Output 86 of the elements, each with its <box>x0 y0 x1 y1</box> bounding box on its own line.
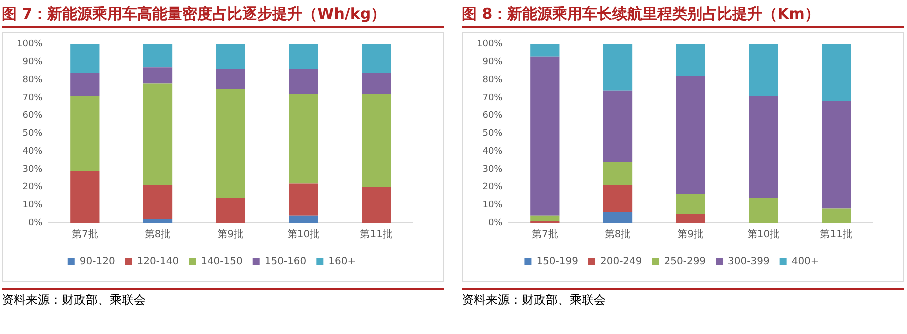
chart-title: 图 8：新能源乘用车长续航里程类别占比提升（Km） <box>462 0 904 28</box>
y-tick-label: 60% <box>482 111 504 122</box>
bar <box>362 72 392 94</box>
bar <box>530 44 560 57</box>
bar <box>676 76 706 194</box>
bar <box>143 44 173 68</box>
legend-label: 300-399 <box>728 256 770 268</box>
bar <box>289 69 318 94</box>
legend-label: 250-299 <box>664 256 706 268</box>
bar <box>216 89 246 198</box>
y-tick-label: 50% <box>22 129 44 140</box>
bar <box>676 214 706 223</box>
legend-label: 140-150 <box>201 256 243 268</box>
y-tick-label: 50% <box>482 129 504 140</box>
bar <box>676 44 706 77</box>
legend-label: 160+ <box>328 256 356 268</box>
bar <box>70 171 100 223</box>
y-tick-label: 40% <box>22 146 44 157</box>
x-tick-label: 第9批 <box>218 228 244 241</box>
bar <box>530 216 560 222</box>
bar <box>603 185 633 212</box>
bar <box>216 44 246 70</box>
y-tick-label: 0% <box>488 218 504 228</box>
bar <box>362 44 392 73</box>
bar <box>70 72 100 96</box>
bar <box>530 56 560 216</box>
bar <box>70 96 100 172</box>
y-tick-label: 30% <box>482 164 504 175</box>
x-tick-label: 第8批 <box>144 228 172 241</box>
bar <box>143 68 173 84</box>
bar <box>289 184 318 216</box>
y-tick-label: 20% <box>22 182 44 193</box>
y-tick-label: 70% <box>22 93 44 104</box>
y-tick-label: 90% <box>482 58 504 68</box>
bar <box>216 198 246 223</box>
text: 资料来源：财政部、乘联会 <box>462 288 904 309</box>
bar <box>289 44 318 70</box>
bar <box>143 84 173 186</box>
y-tick-label: 80% <box>482 75 504 86</box>
y-tick-label: 90% <box>22 58 44 68</box>
bar <box>362 94 392 188</box>
bar <box>822 102 852 209</box>
bar <box>143 185 173 220</box>
y-tick-label: 80% <box>22 75 44 86</box>
bar <box>289 216 318 223</box>
bar <box>822 208 852 223</box>
chart-title: 图 7：新能源乘用车高能量密度占比逐步提升（Wh/kg） <box>2 0 444 28</box>
bar <box>749 96 778 198</box>
bar <box>143 219 173 223</box>
bar <box>603 44 633 91</box>
bar <box>216 69 246 90</box>
text: 资料来源：财政部、乘联会 <box>2 288 444 309</box>
bar <box>70 44 100 73</box>
bar <box>676 194 706 214</box>
x-tick-label: 第10批 <box>287 228 320 241</box>
x-tick-label: 第11批 <box>360 228 393 241</box>
bar <box>603 90 633 162</box>
x-tick-label: 第7批 <box>532 228 558 241</box>
x-tick-label: 第11批 <box>820 228 853 241</box>
x-tick-label: 第7批 <box>72 228 98 241</box>
y-tick-label: 60% <box>22 111 44 122</box>
y-tick-label: 20% <box>482 182 504 193</box>
bar <box>603 162 633 186</box>
legend-label: 200-249 <box>600 256 642 268</box>
x-tick-label: 第9批 <box>678 228 704 241</box>
x-tick-label: 第8批 <box>604 228 632 241</box>
y-tick-label: 30% <box>22 164 44 175</box>
legend-label: 400+ <box>792 256 820 268</box>
y-tick-label: 40% <box>482 146 504 157</box>
y-tick-label: 100% <box>16 40 44 50</box>
legend-label: 150-199 <box>536 256 578 268</box>
bar <box>749 44 778 96</box>
y-tick-label: 10% <box>22 200 44 210</box>
y-tick-label: 100% <box>476 40 504 50</box>
legend-label: 150-160 <box>264 256 307 268</box>
bar <box>289 94 318 184</box>
y-tick-label: 10% <box>482 200 504 210</box>
legend-label: 120-140 <box>137 256 180 268</box>
bar <box>749 198 778 223</box>
bar <box>362 187 392 223</box>
legend-label: 90-120 <box>80 256 116 268</box>
bar <box>822 44 852 102</box>
bar <box>603 212 633 223</box>
y-tick-label: 0% <box>28 218 44 228</box>
x-tick-label: 第10批 <box>747 228 780 241</box>
y-tick-label: 70% <box>482 93 504 104</box>
